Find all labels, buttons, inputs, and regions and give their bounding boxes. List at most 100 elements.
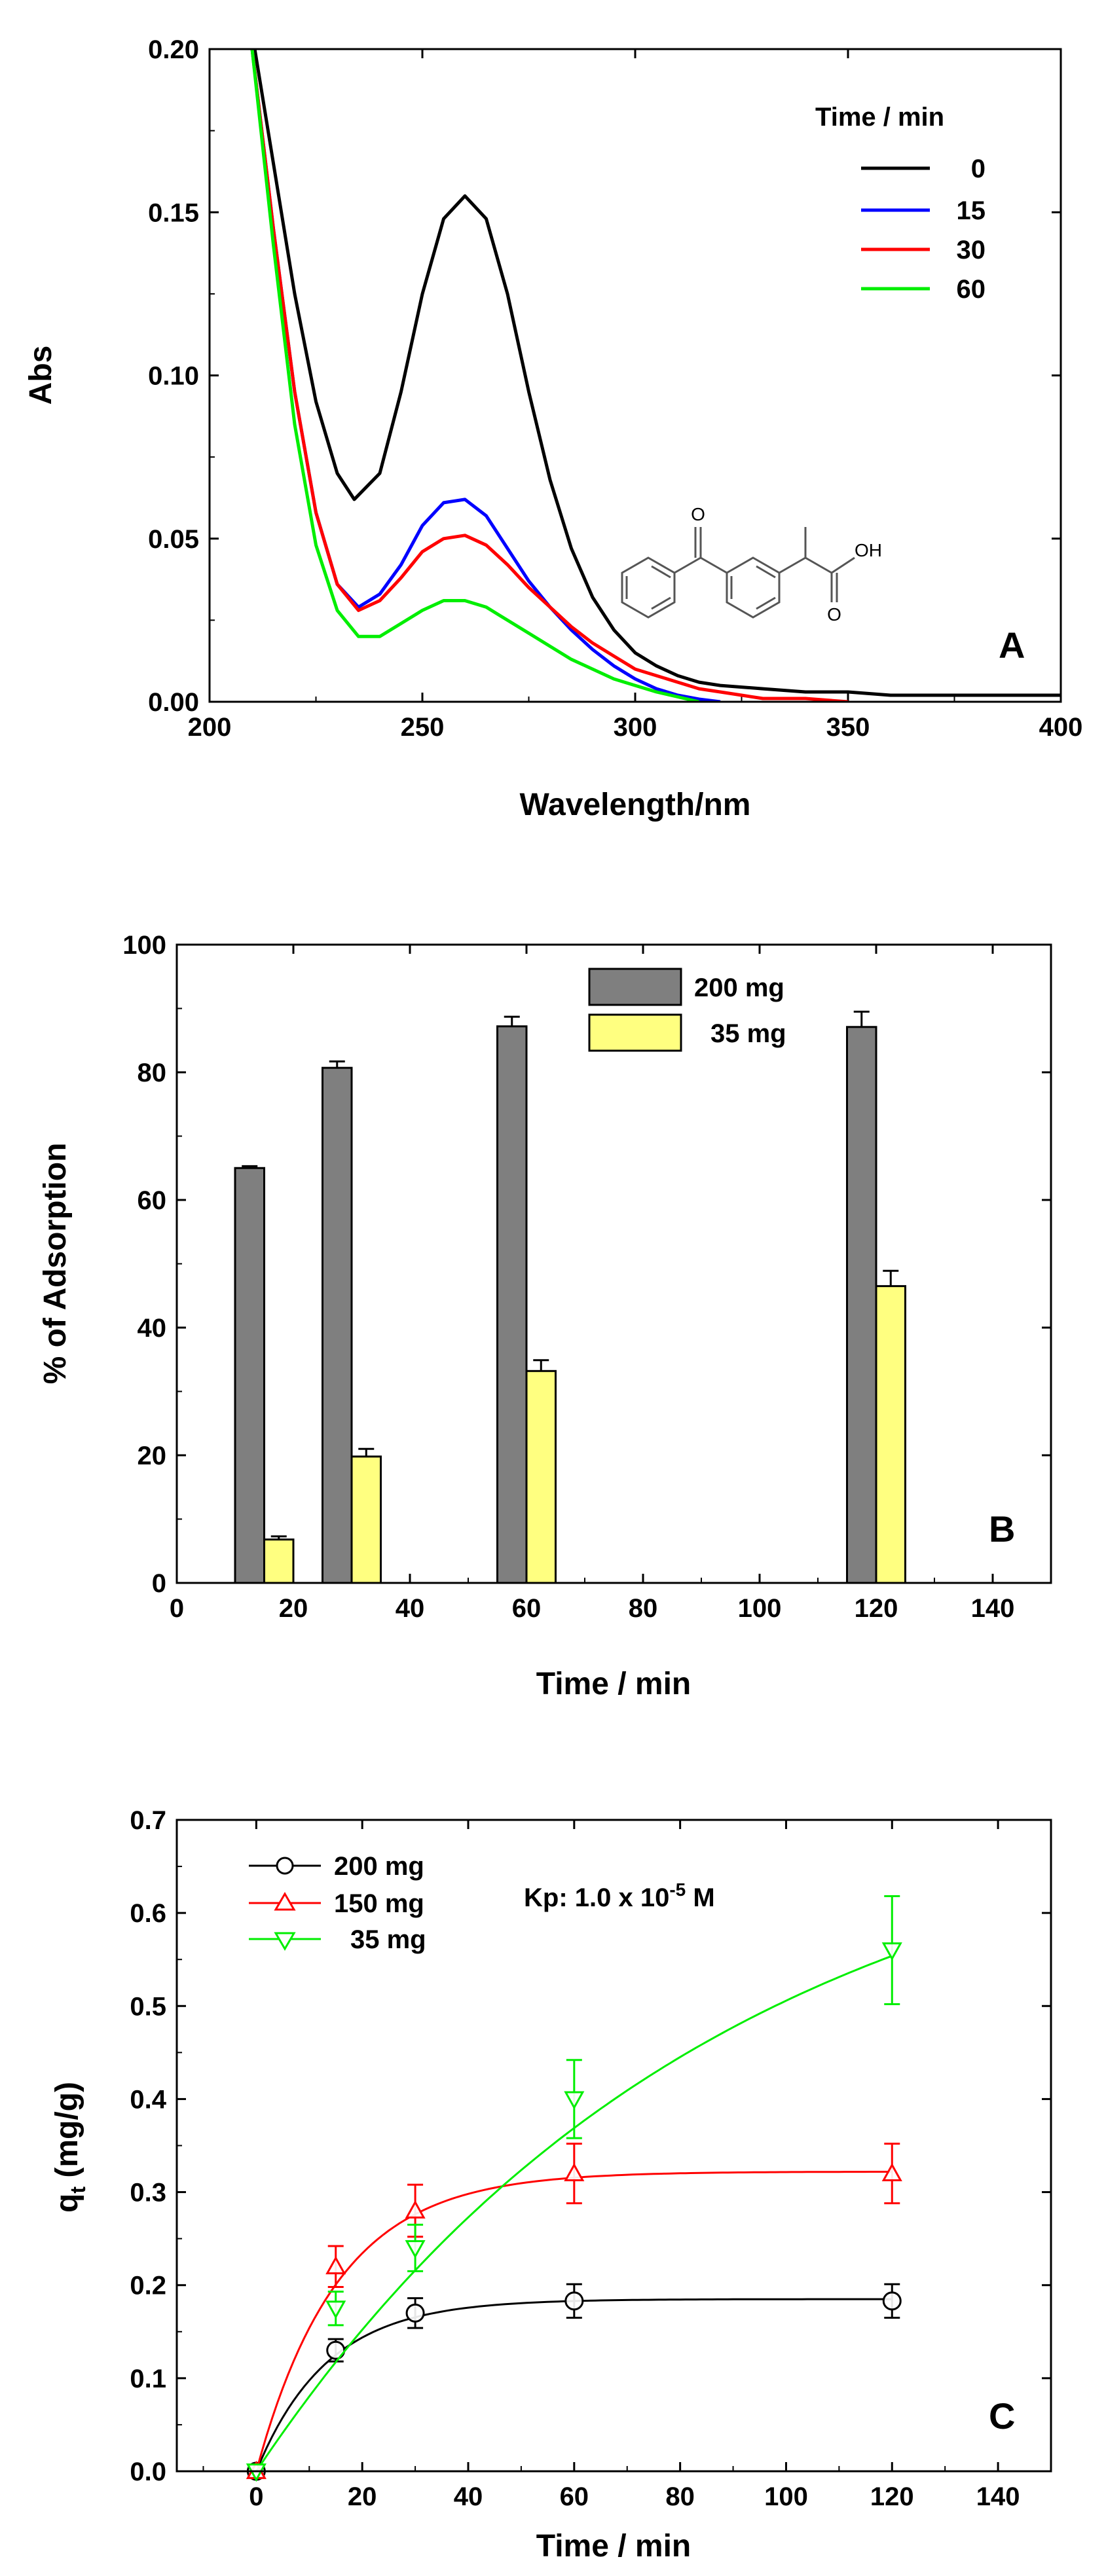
ketoprofen-structure [621, 527, 855, 619]
chart-b-xtick-label: 40 [396, 1594, 425, 1623]
chart-c-xtick-label: 140 [976, 2482, 1020, 2511]
fit-curve-35mg [255, 1955, 893, 2472]
bar-35mg-t15 [263, 1538, 295, 1584]
chart-b-frame [175, 943, 1052, 1584]
chart-b-xtick-label: 20 [279, 1594, 308, 1623]
chart-c-ytick-label: 0.6 [130, 1899, 166, 1928]
legend-label-15: 15 [957, 196, 986, 225]
chart-c-ylabel-sub: t [66, 2186, 90, 2194]
chart-c-panel-label: C [989, 2395, 1015, 2437]
chart-b-xtick-label: 100 [738, 1594, 782, 1623]
chart-c-xlabel: Time / min [536, 2529, 691, 2564]
legend-marker-35mg [274, 1932, 296, 1951]
annotation-suffix: M [686, 1883, 714, 1912]
chart-b-panel-label: B [989, 1508, 1015, 1550]
bar-200mg-t60 [496, 1025, 528, 1584]
chart-c-xtick-label: 60 [560, 2482, 589, 2511]
legend-swatch-35mg [588, 1013, 682, 1052]
point-150mg-t30 [405, 2200, 426, 2219]
chart-a-legend: Time / min 0 15 30 60 [815, 103, 986, 304]
chart-c-ytick-label: 0.5 [130, 1992, 166, 2021]
chart-a-ytick-label: 0.10 [148, 362, 199, 391]
chart-b-xtick-label: 80 [629, 1594, 658, 1623]
chart-a-panel-label: A [999, 625, 1025, 666]
chart-c-ylabel: qt (mg/g) [50, 2082, 90, 2213]
chart-c-ytick-label: 0.2 [130, 2272, 166, 2300]
point-200mg-t60 [564, 2291, 584, 2311]
fit-curve-200mg [255, 2298, 893, 2472]
bar-35mg-t30 [350, 1455, 382, 1584]
structure-oh: OH [855, 540, 882, 560]
chart-a-xtick-label: 350 [826, 713, 870, 742]
chart-c-xtick-label: 0 [249, 2482, 263, 2511]
chart-c-annotation: Kp: 1.0 x 10-5 M [524, 1879, 715, 1912]
chart-b-ytick-label: 100 [122, 931, 166, 960]
point-35mg-t15 [325, 2300, 346, 2319]
point-35mg-t30 [405, 2240, 426, 2259]
chart-c-ylabel-q: q [50, 2194, 84, 2213]
chart-c-ytick-label: 0.7 [130, 1806, 166, 1835]
legend-marker-150mg [274, 1892, 296, 1911]
chart-b-xlabel: Time / min [536, 1667, 691, 1701]
chart-b-xtick-label: 120 [855, 1594, 898, 1623]
chart-a-frame [208, 48, 1062, 703]
bar-200mg-t30 [322, 1066, 353, 1584]
legend-label-0: 0 [971, 154, 986, 183]
annotation-prefix: Kp: 1.0 x 10 [524, 1883, 669, 1912]
chart-c-ytick-label: 0.0 [130, 2458, 166, 2486]
chart-b-ytick-label: 40 [138, 1314, 167, 1343]
chart-b-ylabel: % of Adsorption [38, 1143, 73, 1385]
chart-a-xtick-label: 300 [614, 713, 657, 742]
chart-c-xtick-label: 100 [764, 2482, 808, 2511]
legend-label-60: 60 [957, 275, 986, 304]
chart-a-ytick-label: 0.20 [148, 35, 199, 64]
chart-c-ytick-label: 0.4 [130, 2085, 166, 2114]
chart-c-series [246, 1895, 902, 2482]
structure-o-acid: O [827, 604, 841, 625]
chart-c-xtick-label: 120 [870, 2482, 914, 2511]
series-line-15-min [250, 49, 721, 702]
chart-b-ytick-label: 0 [152, 1569, 166, 1598]
point-150mg-t15 [325, 2256, 346, 2275]
chart-a-xtick-label: 400 [1039, 713, 1083, 742]
legend-label-200mg: 200 mg [694, 973, 784, 1002]
bar-200mg-t15 [234, 1167, 265, 1584]
point-35mg-t120 [881, 1942, 902, 1961]
bar-35mg-t120 [875, 1285, 906, 1584]
chart-c-xtick-label: 40 [454, 2482, 483, 2511]
chart-c-frame [175, 1819, 1052, 2473]
chart-b-xtick-label: 140 [971, 1594, 1015, 1623]
chart-b-xtick-label: 60 [512, 1594, 542, 1623]
legend-label-c-200mg: 200 mg [334, 1852, 424, 1881]
chart-a-ytick-label: 0.00 [148, 688, 199, 717]
point-200mg-t30 [405, 2303, 425, 2323]
chart-b-ytick-label: 80 [138, 1059, 167, 1087]
chart-a-series [250, 49, 1061, 702]
chart-a-xtick-label: 250 [401, 713, 445, 742]
legend-marker-200mg [276, 1857, 294, 1875]
chart-a-ytick-label: 0.15 [148, 198, 199, 227]
chart-b-bars [234, 1010, 906, 1584]
chart-c: 0 20 40 60 80 100 120 140 0.0 0.1 0.2 0.3 0.4 0.5 0.6 0… [50, 1806, 1052, 2564]
point-35mg-t60 [564, 2091, 585, 2110]
point-150mg-t60 [564, 2163, 585, 2182]
chart-b-ytick-label: 60 [138, 1186, 167, 1215]
chart-b-ytick-label: 20 [138, 1442, 167, 1470]
legend-label-35mg: 35 mg [710, 1019, 786, 1048]
annotation-exponent: -5 [669, 1879, 686, 1900]
series-line-30-min [250, 49, 849, 702]
chart-c-legend: 200 mg 150 mg 35 mg [249, 1852, 426, 1954]
point-150mg-t120 [881, 2163, 902, 2182]
chart-c-ticks: 0 20 40 60 80 100 120 140 0.0 0.1 0.2 0.3 0.4 0.5 0.6 0… [130, 1806, 1052, 2511]
chart-c-ytick-label: 0.1 [130, 2365, 166, 2393]
point-200mg-t120 [882, 2291, 902, 2311]
chart-b-ticks: 0 20 40 60 80 100 120 140 0 20 40 60 80 100 [122, 931, 1052, 1623]
chart-a-legend-title: Time / min [815, 103, 944, 132]
legend-label-c-150mg: 150 mg [334, 1889, 424, 1918]
chart-c-xtick-label: 80 [665, 2482, 695, 2511]
structure-o-keto: O [691, 504, 705, 524]
legend-label-c-35mg: 35 mg [350, 1925, 426, 1954]
